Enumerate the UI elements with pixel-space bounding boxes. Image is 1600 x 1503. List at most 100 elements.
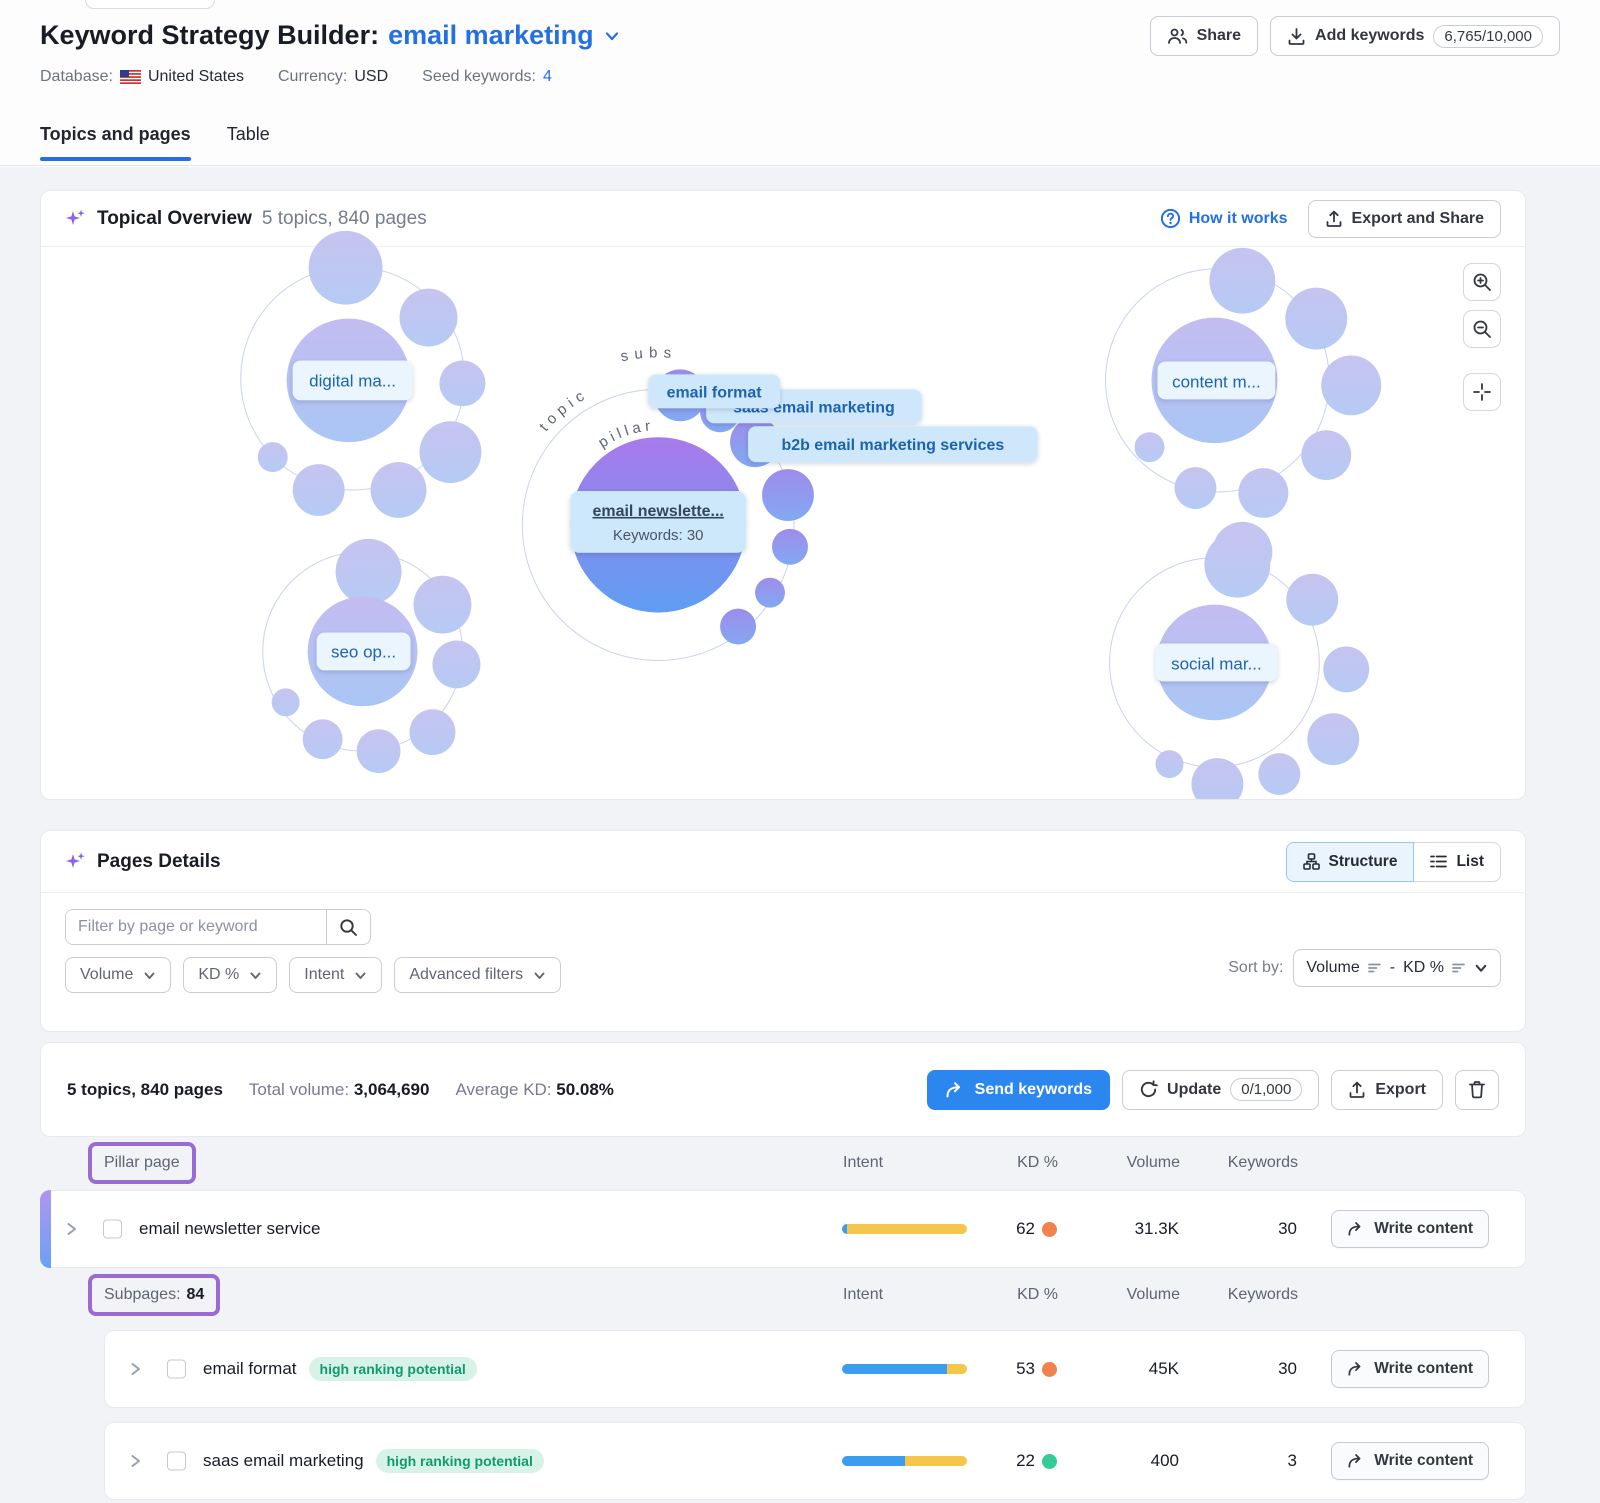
currency-label: Currency:: [278, 68, 348, 85]
chevron-down-icon: [144, 972, 155, 979]
import-icon: [1288, 27, 1305, 45]
cluster-label-social[interactable]: social mar...: [1171, 654, 1262, 673]
sort-select[interactable]: Volume - KD %: [1293, 949, 1501, 987]
sort-value-kd: KD %: [1403, 959, 1444, 976]
column-header-intent: Intent: [843, 1154, 884, 1171]
expand-row-icon[interactable]: [129, 1361, 142, 1377]
column-header-volume: Volume: [1126, 1286, 1180, 1303]
list-label: List: [1456, 852, 1484, 870]
send-arrow-icon: [1348, 1362, 1361, 1376]
update-button[interactable]: Update 0/1,000: [1122, 1069, 1320, 1110]
topics-pages-count: 5 topics, 840 pages: [67, 1079, 223, 1099]
write-content-button[interactable]: Write content: [1331, 1442, 1489, 1480]
structure-view-button[interactable]: Structure: [1285, 841, 1415, 882]
list-view-button[interactable]: List: [1414, 841, 1501, 882]
page-name[interactable]: email format high ranking potential: [203, 1357, 477, 1381]
send-arrow-icon: [946, 1081, 960, 1097]
cluster-seo[interactable]: seo op...: [271, 538, 481, 774]
write-content-label: Write content: [1374, 1220, 1473, 1237]
cluster-label-seo[interactable]: seo op...: [331, 642, 396, 661]
zoom-in-button[interactable]: [1463, 263, 1501, 301]
cluster-content-marketing[interactable]: content m...: [1134, 247, 1382, 582]
expand-row-icon[interactable]: [65, 1221, 78, 1237]
seed-keywords-meta[interactable]: Seed keywords: 4: [422, 68, 552, 86]
export-and-share-button[interactable]: Export and Share: [1307, 199, 1501, 238]
export-and-share-label: Export and Share: [1351, 209, 1484, 227]
chevron-down-icon[interactable]: [603, 27, 621, 45]
high-ranking-potential-badge: high ranking potential: [308, 1357, 477, 1381]
share-button[interactable]: Share: [1149, 16, 1259, 56]
chevron-down-icon: [250, 972, 261, 979]
structure-icon: [1302, 853, 1320, 870]
tab-table[interactable]: Table: [226, 124, 270, 144]
refresh-icon: [1140, 1080, 1158, 1098]
volume-filter-dropdown[interactable]: Volume: [65, 957, 172, 993]
write-content-button[interactable]: Write content: [1331, 1350, 1489, 1388]
how-it-works-link[interactable]: How it works: [1160, 208, 1288, 229]
topic-bubble-map[interactable]: digital ma... seo op... content m... soc…: [41, 191, 1525, 799]
cluster-digital-marketing[interactable]: digital ma...: [257, 230, 486, 518]
total-volume: Total volume: 3,064,690: [248, 1079, 430, 1099]
project-name[interactable]: email marketing: [388, 20, 594, 50]
cluster-label-content[interactable]: content m...: [1172, 372, 1261, 391]
export-button[interactable]: Export: [1331, 1069, 1443, 1110]
page-name[interactable]: saas email marketing high ranking potenti…: [203, 1449, 544, 1473]
seed-keywords-value[interactable]: 4: [542, 68, 552, 85]
share-label: Share: [1196, 27, 1242, 44]
tab-topics-and-pages[interactable]: Topics and pages: [40, 124, 191, 161]
cluster-label-digital[interactable]: digital ma...: [309, 371, 396, 390]
chip-b2b-email-marketing-services[interactable]: b2b email marketing services: [748, 426, 1038, 463]
how-it-works-label: How it works: [1188, 209, 1288, 227]
write-content-button[interactable]: Write content: [1331, 1210, 1489, 1248]
cropped-top-button: [85, 0, 215, 9]
row-checkbox[interactable]: [167, 1451, 186, 1471]
expand-row-icon[interactable]: [129, 1453, 142, 1469]
pillar-tooltip[interactable]: email newslette... Keywords: 30: [570, 491, 747, 553]
column-header-keywords: Keywords: [1227, 1154, 1298, 1171]
advanced-filters-dropdown[interactable]: Advanced filters: [394, 957, 562, 993]
delete-button[interactable]: [1455, 1069, 1499, 1110]
subpages-count: 84: [186, 1286, 205, 1303]
update-counter-badge: 0/1,000: [1230, 1078, 1303, 1101]
cluster-social-marketing[interactable]: social mar...: [1155, 531, 1370, 799]
us-flag-icon: [119, 70, 141, 84]
recenter-button[interactable]: [1463, 373, 1501, 411]
subpages-label: Subpages:: [104, 1286, 181, 1303]
subpages-header-band: Subpages: 84 Intent KD % Volume Keywords: [40, 1268, 1526, 1322]
page-title: Keyword Strategy Builder: email marketin…: [40, 20, 621, 51]
sort-desc-icon: [1367, 963, 1381, 973]
search-icon: [340, 918, 357, 936]
database-meta[interactable]: Database: United States: [40, 68, 244, 86]
seed-keywords-label: Seed keywords:: [422, 68, 536, 85]
database-label: Database:: [40, 68, 113, 85]
intent-filter-dropdown[interactable]: Intent: [289, 957, 383, 993]
write-content-label: Write content: [1374, 1360, 1473, 1377]
list-icon: [1430, 855, 1448, 868]
row-checkbox[interactable]: [167, 1359, 186, 1379]
cluster-pillar-email-newsletter[interactable]: topic subs pillar saas email marketing e…: [536, 344, 1038, 645]
kd-filter-dropdown[interactable]: KD %: [183, 957, 278, 993]
kd-dot: [1042, 1221, 1057, 1237]
chevron-down-icon: [1475, 964, 1487, 972]
update-label: Update: [1167, 1080, 1222, 1098]
crosshair-icon: [1473, 383, 1491, 401]
search-button[interactable]: [326, 910, 370, 944]
filter-input[interactable]: [66, 910, 326, 944]
high-ranking-potential-badge: high ranking potential: [375, 1449, 544, 1473]
add-keywords-button[interactable]: Add keywords 6,765/10,000: [1270, 16, 1560, 56]
page-name[interactable]: email newsletter service: [139, 1219, 321, 1238]
intent-bar: [842, 1224, 967, 1234]
intent-bar: [842, 1364, 967, 1374]
currency-value: USD: [354, 68, 389, 85]
send-keywords-button[interactable]: Send keywords: [926, 1069, 1111, 1110]
database-value: United States: [147, 68, 244, 85]
zoom-in-icon: [1473, 273, 1491, 291]
chip-email-format[interactable]: email format: [648, 374, 781, 409]
structure-label: Structure: [1328, 852, 1398, 870]
write-content-label: Write content: [1374, 1452, 1473, 1469]
zoom-out-icon: [1473, 320, 1491, 338]
share-users-icon: [1167, 28, 1187, 44]
zoom-out-button[interactable]: [1463, 310, 1501, 348]
row-checkbox[interactable]: [103, 1219, 122, 1239]
svg-text:b2b email marketing services: b2b email marketing services: [781, 437, 1004, 454]
